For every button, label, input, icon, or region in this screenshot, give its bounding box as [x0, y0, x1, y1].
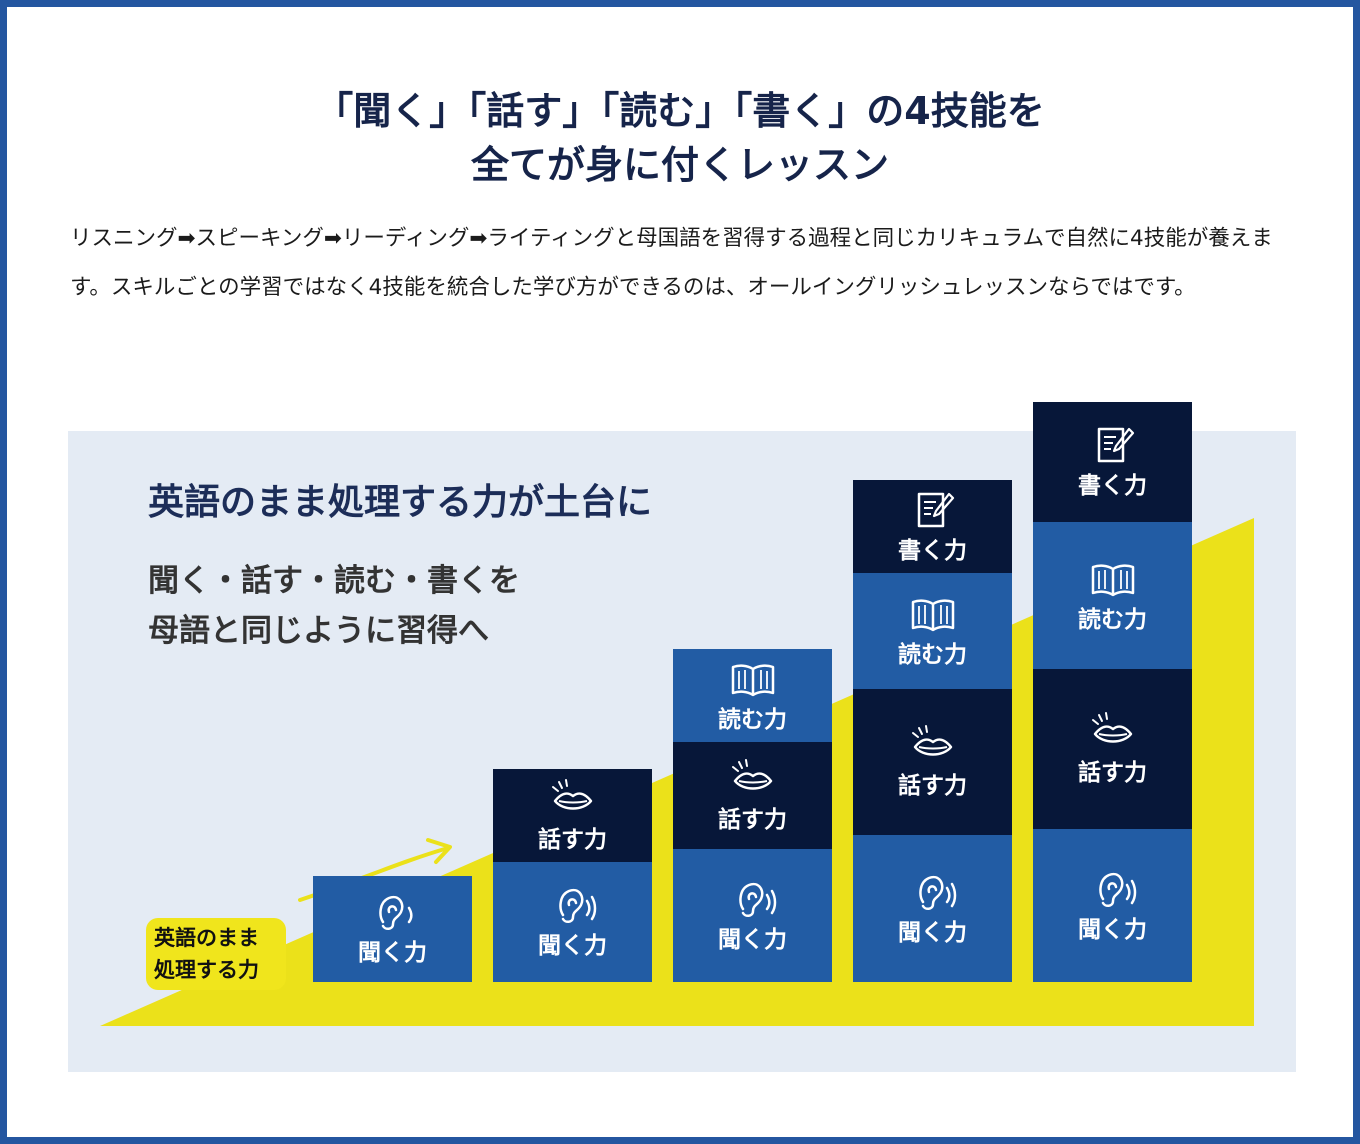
ear-icon — [558, 888, 596, 923]
column-2-speak-block: 話す力 — [493, 769, 652, 862]
foundation-badge: 英語のまま 処理する力 — [146, 918, 286, 990]
writing-pad-icon — [917, 492, 954, 527]
lips-icon — [551, 778, 592, 810]
description-text: リスニング➡スピーキング➡リーディング➡ライティングと母国語を習得する過程と同じ… — [70, 226, 1273, 300]
column-1-listen-block: 聞く力 — [313, 876, 472, 982]
book-icon — [1091, 563, 1134, 596]
speak-label: 話す力 — [1078, 760, 1147, 786]
ear-icon — [378, 895, 412, 930]
subtitle-line-2: 母語と同じように習得へ — [148, 613, 489, 649]
write-label: 書く力 — [898, 537, 967, 564]
subtitle-line-1: 聞く・話す・読む・書くを — [148, 563, 520, 599]
column-2-listen-block: 聞く力 — [493, 862, 652, 982]
title-line-1: 「聞く」「話す」「読む」「書く」の4技能を — [315, 89, 1045, 133]
page-title: 「聞く」「話す」「読む」「書く」の4技能を 全てが身に付くレッスン — [0, 84, 1360, 192]
listen-label: 聞く力 — [538, 933, 607, 959]
read-label: 読む力 — [718, 706, 787, 733]
listen-label: 聞く力 — [718, 926, 787, 953]
speak-label: 話す力 — [538, 826, 607, 853]
listen-label: 聞く力 — [358, 940, 427, 966]
badge-line-2: 処理する力 — [154, 958, 259, 982]
column-3-read-block: 読む力 — [673, 649, 832, 742]
column-5-read-block: 読む力 — [1033, 522, 1192, 669]
book-icon — [911, 599, 954, 632]
column-4-read-block: 読む力 — [853, 573, 1012, 689]
column-3-listen-block: 聞く力 — [673, 849, 832, 982]
lips-icon — [1091, 712, 1132, 743]
write-label: 書く力 — [1078, 473, 1147, 499]
column-3-speak-block: 話す力 — [673, 742, 832, 849]
book-icon — [731, 663, 774, 696]
listen-label: 聞く力 — [898, 919, 967, 946]
speak-label: 話す力 — [898, 773, 967, 799]
column-4-write-block: 書く力 — [853, 480, 1012, 573]
writing-pad-icon — [1097, 427, 1134, 463]
read-label: 読む力 — [898, 642, 967, 668]
speak-label: 話す力 — [718, 806, 787, 833]
column-4-speak-block: 話す力 — [853, 689, 1012, 835]
column-5-listen-block: 聞く力 — [1033, 829, 1192, 982]
diagram-headline: 英語のまま処理する力が土台に — [148, 482, 653, 523]
read-label: 読む力 — [1078, 606, 1147, 633]
column-5-speak-block: 話す力 — [1033, 669, 1192, 829]
ear-icon — [918, 875, 956, 910]
growth-arrow-head — [426, 838, 452, 864]
lips-icon — [911, 725, 952, 756]
badge-line-1: 英語のまま — [154, 926, 259, 950]
ear-icon — [738, 882, 776, 917]
column-5-write-block: 書く力 — [1033, 402, 1192, 522]
listen-label: 聞く力 — [1078, 916, 1147, 943]
column-4-listen-block: 聞く力 — [853, 835, 1012, 982]
lips-icon — [731, 758, 772, 790]
ear-icon — [1098, 872, 1136, 907]
title-line-2: 全てが身に付くレッスン — [470, 143, 889, 187]
diagram-subtitle: 聞く・話す・読む・書くを 母語と同じように習得へ — [148, 556, 520, 656]
